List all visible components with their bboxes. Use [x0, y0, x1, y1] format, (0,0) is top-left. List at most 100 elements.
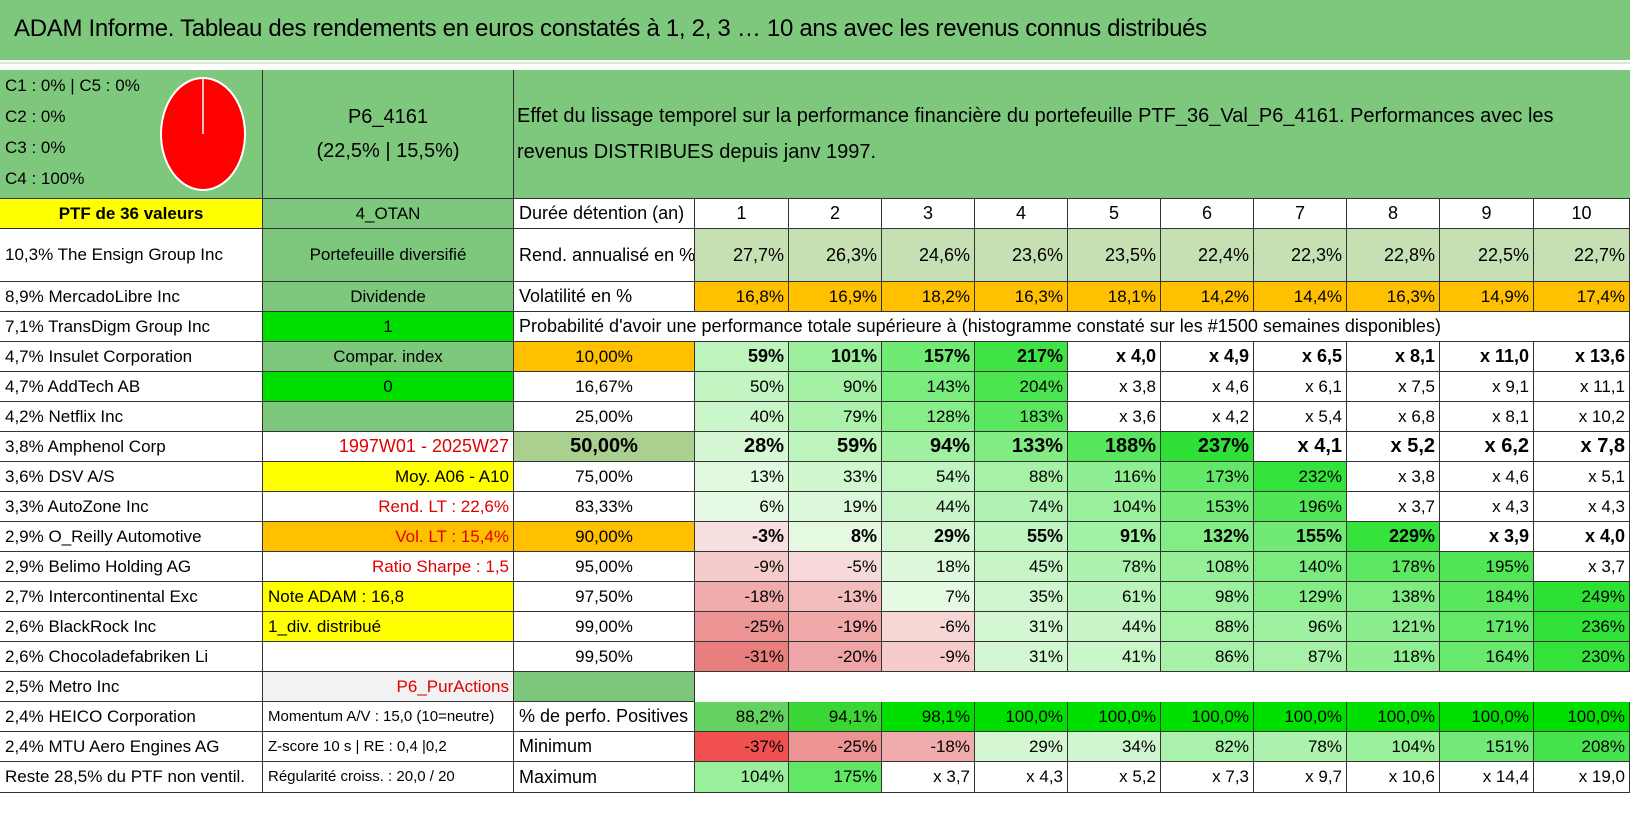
info-cell: Compar. index: [263, 342, 514, 372]
info-cell: Ratio Sharpe : 1,5: [263, 552, 514, 582]
probability-value: 31%: [975, 612, 1068, 642]
probability-title: Probabilité d'avoir une performance tota…: [514, 312, 1630, 342]
probability-value: 7%: [882, 582, 975, 612]
probability-value: 74%: [975, 492, 1068, 522]
probability-value: 116%: [1068, 462, 1161, 492]
probability-value: x 11,0: [1440, 342, 1534, 372]
probability-value: 232%: [1254, 462, 1347, 492]
year-header: 3: [882, 199, 975, 229]
probability-value: 108%: [1161, 552, 1254, 582]
probability-threshold: 10,00%: [514, 342, 695, 372]
volatility-value: 16,3%: [1347, 282, 1440, 312]
probability-value: 155%: [1254, 522, 1347, 552]
probability-value: 196%: [1254, 492, 1347, 522]
info-cell: Régularité croiss. : 20,0 / 20: [263, 762, 514, 793]
probability-threshold: 97,50%: [514, 582, 695, 612]
maximum-value: x 5,2: [1068, 762, 1161, 793]
probability-value: 88%: [1161, 612, 1254, 642]
probability-value: x 8,1: [1347, 342, 1440, 372]
minimum-value: 104%: [1347, 732, 1440, 762]
year-header: 1: [695, 199, 789, 229]
probability-value: -9%: [695, 552, 789, 582]
maximum-value: x 9,7: [1254, 762, 1347, 793]
minimum-value: -18%: [882, 732, 975, 762]
spacer-cell: [695, 672, 1630, 702]
holding-row: 4,7% AddTech AB: [0, 372, 263, 402]
holding-row: 2,9% O_Reilly Automotive: [0, 522, 263, 552]
probability-value: x 4,0: [1068, 342, 1161, 372]
probability-value: 18%: [882, 552, 975, 582]
maximum-label: Maximum: [514, 762, 695, 793]
probability-value: 79%: [789, 402, 882, 432]
probability-value: x 3,9: [1440, 522, 1534, 552]
probability-value: x 7,5: [1347, 372, 1440, 402]
probability-value: x 4,9: [1161, 342, 1254, 372]
page-title: ADAM Informe. Tableau des rendements en …: [14, 15, 1207, 42]
probability-value: x 9,1: [1440, 372, 1534, 402]
probability-threshold: 75,00%: [514, 462, 695, 492]
year-header: 2: [789, 199, 882, 229]
minimum-value: -37%: [695, 732, 789, 762]
probability-value: -3%: [695, 522, 789, 552]
minimum-value: 78%: [1254, 732, 1347, 762]
probability-value: 55%: [975, 522, 1068, 552]
annualized-return-value: 22,5%: [1440, 229, 1534, 282]
title-bar: ADAM Informe. Tableau des rendements en …: [0, 0, 1630, 60]
legend-line: C2 : 0%: [5, 107, 66, 126]
info-cell: 1997W01 - 2025W27: [263, 432, 514, 462]
probability-value: 44%: [1068, 612, 1161, 642]
positive-perf-value: 100,0%: [1161, 702, 1254, 732]
minimum-label: Minimum: [514, 732, 695, 762]
probability-value: x 11,1: [1534, 372, 1630, 402]
volatility-value: 16,8%: [695, 282, 789, 312]
info-cell: Z-score 10 s | RE : 0,4 |0,2: [263, 732, 514, 762]
year-header: 9: [1440, 199, 1534, 229]
volatility-value: 16,3%: [975, 282, 1068, 312]
holding-row: 4,7% Insulet Corporation: [0, 342, 263, 372]
probability-value: 13%: [695, 462, 789, 492]
allocation-legend: C1 : 0% | C5 : 0% C2 : 0% C3 : 0% C4 : 1…: [0, 70, 263, 199]
holding-row: 2,9% Belimo Holding AG: [0, 552, 263, 582]
probability-threshold: 99,00%: [514, 612, 695, 642]
title-separator: [0, 60, 1630, 68]
probability-value: 184%: [1440, 582, 1534, 612]
probability-value: x 3,8: [1347, 462, 1440, 492]
positive-perf-value: 88,2%: [695, 702, 789, 732]
maximum-value: x 19,0: [1534, 762, 1630, 793]
year-header: 7: [1254, 199, 1347, 229]
holding-row: 2,4% MTU Aero Engines AG: [0, 732, 263, 762]
probability-value: 40%: [695, 402, 789, 432]
probability-value: x 4,3: [1440, 492, 1534, 522]
probability-value: 90%: [789, 372, 882, 402]
volatility-value: 14,4%: [1254, 282, 1347, 312]
annualized-return-value: 22,8%: [1347, 229, 1440, 282]
probability-value: 8%: [789, 522, 882, 552]
probability-value: 118%: [1347, 642, 1440, 672]
probability-value: 143%: [882, 372, 975, 402]
minimum-value: 151%: [1440, 732, 1534, 762]
year-header: 4: [975, 199, 1068, 229]
probability-value: x 8,1: [1440, 402, 1534, 432]
probability-value: 188%: [1068, 432, 1161, 462]
probability-value: x 4,6: [1161, 372, 1254, 402]
probability-value: x 4,1: [1254, 432, 1347, 462]
probability-value: 86%: [1161, 642, 1254, 672]
holding-row: 3,8% Amphenol Corp: [0, 432, 263, 462]
holding-row: 2,6% Chocoladefabriken Li: [0, 642, 263, 672]
probability-value: x 7,8: [1534, 432, 1630, 462]
maximum-value: 104%: [695, 762, 789, 793]
info-cell: 0: [263, 372, 514, 402]
minimum-value: 34%: [1068, 732, 1161, 762]
probability-threshold: 25,00%: [514, 402, 695, 432]
probability-threshold: 50,00%: [514, 432, 695, 462]
volatility-value: 18,2%: [882, 282, 975, 312]
probability-value: x 13,6: [1534, 342, 1630, 372]
positive-perf-value: 94,1%: [789, 702, 882, 732]
probability-value: 35%: [975, 582, 1068, 612]
probability-value: 31%: [975, 642, 1068, 672]
probability-value: -5%: [789, 552, 882, 582]
probability-value: 59%: [789, 432, 882, 462]
volatility-value: 17,4%: [1534, 282, 1630, 312]
portfolio-description: Effet du lissage temporel sur la perform…: [514, 70, 1630, 199]
probability-value: 19%: [789, 492, 882, 522]
